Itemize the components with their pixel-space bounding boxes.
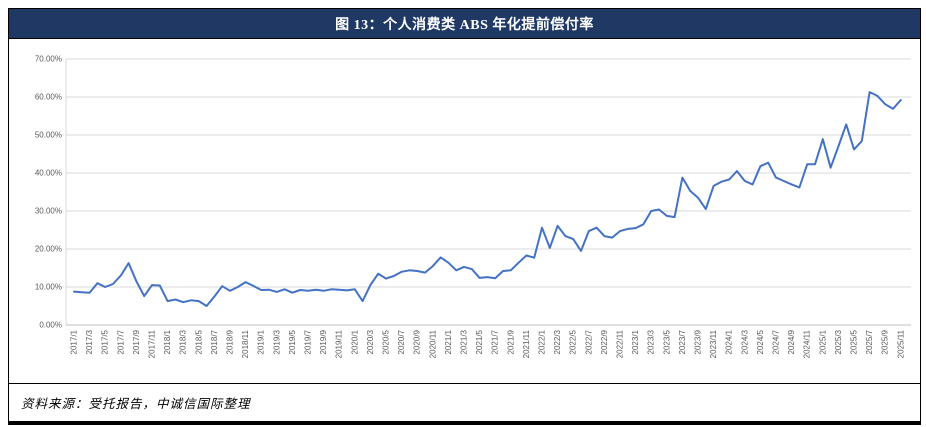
svg-text:2019/11: 2019/11 (335, 329, 344, 358)
figure-13-panel: 图 13：个人消费类 ABS 年化提前偿付率 0.00% 10.00% 20.00%… (8, 8, 921, 425)
svg-text:2019/5: 2019/5 (288, 329, 297, 354)
svg-text:2020/5: 2020/5 (382, 329, 391, 354)
figure-source: 资料来源：受托报告，中诚信国际整理 (9, 384, 920, 420)
prepayment-rate-line-chart: 0.00% 10.00% 20.00% 30.00% 40.00% 50.00% 60.00… (35, 55, 911, 358)
svg-text:2017/1: 2017/1 (70, 329, 79, 354)
svg-text:20.00%: 20.00% (35, 245, 62, 254)
svg-text:2019/7: 2019/7 (304, 329, 313, 354)
svg-text:2017/3: 2017/3 (85, 329, 94, 354)
svg-text:2024/7: 2024/7 (772, 329, 781, 354)
svg-text:2018/1: 2018/1 (163, 329, 172, 354)
svg-text:2017/5: 2017/5 (101, 329, 110, 354)
svg-text:2024/3: 2024/3 (740, 329, 749, 354)
svg-text:2022/3: 2022/3 (553, 329, 562, 354)
svg-text:2025/5: 2025/5 (850, 329, 859, 354)
svg-text:2023/9: 2023/9 (694, 329, 703, 354)
svg-text:2017/11: 2017/11 (148, 329, 157, 358)
svg-text:2025/11: 2025/11 (896, 329, 905, 358)
data-line-series (73, 91, 902, 307)
svg-text:2025/1: 2025/1 (818, 329, 827, 354)
svg-text:2019/3: 2019/3 (272, 329, 281, 354)
svg-text:2020/9: 2020/9 (413, 329, 422, 354)
svg-text:2022/11: 2022/11 (616, 329, 625, 358)
figure-title: 图 13：个人消费类 ABS 年化提前偿付率 (335, 17, 594, 33)
svg-text:2019/9: 2019/9 (319, 329, 328, 354)
svg-text:2024/5: 2024/5 (756, 329, 765, 354)
svg-text:2025/7: 2025/7 (865, 329, 874, 354)
chart-area: 0.00% 10.00% 20.00% 30.00% 40.00% 50.00% 60.00… (9, 39, 920, 384)
svg-text:2018/11: 2018/11 (241, 329, 250, 358)
figure-title-bar: 图 13：个人消费类 ABS 年化提前偿付率 (9, 9, 920, 39)
svg-text:2022/9: 2022/9 (600, 329, 609, 354)
svg-text:2023/11: 2023/11 (709, 329, 718, 358)
svg-text:30.00%: 30.00% (35, 207, 62, 216)
svg-text:2018/3: 2018/3 (179, 329, 188, 354)
svg-text:2020/3: 2020/3 (366, 329, 375, 354)
svg-text:2020/7: 2020/7 (397, 329, 406, 354)
svg-text:2023/1: 2023/1 (631, 329, 640, 354)
svg-text:50.00%: 50.00% (35, 131, 62, 140)
svg-text:2022/1: 2022/1 (538, 329, 547, 354)
svg-text:2022/7: 2022/7 (584, 329, 593, 354)
svg-text:2023/7: 2023/7 (678, 329, 687, 354)
svg-text:2023/3: 2023/3 (647, 329, 656, 354)
svg-text:2021/9: 2021/9 (506, 329, 515, 354)
svg-text:2021/5: 2021/5 (475, 329, 484, 354)
svg-text:2019/1: 2019/1 (257, 329, 266, 354)
svg-text:2021/11: 2021/11 (522, 329, 531, 358)
svg-text:2024/9: 2024/9 (787, 329, 796, 354)
y-axis-labels: 0.00% 10.00% 20.00% 30.00% 40.00% 50.00% 60.00… (35, 55, 62, 330)
svg-text:2018/5: 2018/5 (194, 329, 203, 354)
svg-text:2024/1: 2024/1 (725, 329, 734, 354)
svg-text:2025/3: 2025/3 (834, 329, 843, 354)
svg-text:2021/1: 2021/1 (444, 329, 453, 354)
svg-text:2020/11: 2020/11 (428, 329, 437, 358)
svg-text:2023/5: 2023/5 (662, 329, 671, 354)
svg-text:40.00%: 40.00% (35, 169, 62, 178)
source-text: 资料来源：受托报告，中诚信国际整理 (21, 396, 251, 411)
svg-text:2018/7: 2018/7 (210, 329, 219, 354)
svg-text:2021/3: 2021/3 (460, 329, 469, 354)
svg-text:70.00%: 70.00% (35, 55, 62, 64)
svg-text:2024/11: 2024/11 (803, 329, 812, 358)
svg-text:10.00%: 10.00% (35, 283, 62, 292)
svg-text:2018/9: 2018/9 (226, 329, 235, 354)
svg-text:2021/7: 2021/7 (491, 329, 500, 354)
svg-text:0.00%: 0.00% (39, 321, 62, 330)
svg-text:2020/1: 2020/1 (350, 329, 359, 354)
svg-text:2017/9: 2017/9 (132, 329, 141, 354)
svg-text:60.00%: 60.00% (35, 93, 62, 102)
gridlines (66, 58, 911, 326)
svg-text:2022/5: 2022/5 (569, 329, 578, 354)
svg-text:2017/7: 2017/7 (116, 329, 125, 354)
svg-text:2025/9: 2025/9 (881, 329, 890, 354)
x-axis-labels: 2017/1 2017/3 2017/5 2017/7 2017/9 2017/11 201… (70, 329, 906, 358)
